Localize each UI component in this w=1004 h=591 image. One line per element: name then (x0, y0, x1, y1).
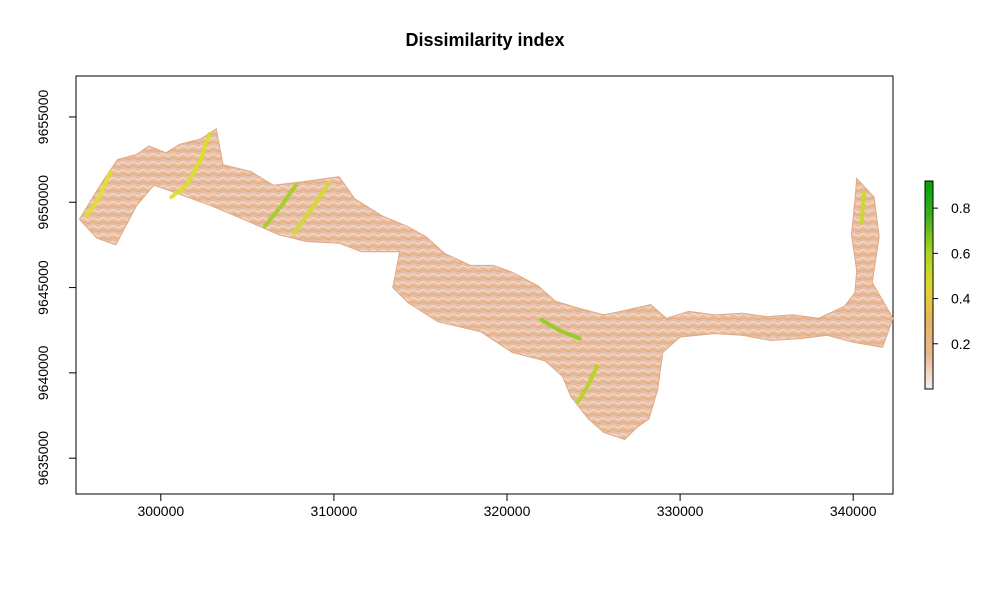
legend-tick-label: 0.6 (951, 245, 971, 261)
raster-footprint (78, 128, 894, 440)
legend-tick-label: 0.4 (951, 291, 971, 307)
high-dissimilarity-streak (859, 191, 866, 225)
legend-tick-label: 0.8 (951, 200, 971, 216)
y-tick-label: 9645000 (35, 260, 51, 315)
legend-ticks: 0.2 0.4 0.6 0.8 (933, 200, 971, 352)
high-dissimilarity-streak (84, 169, 113, 218)
x-axis: 300000 310000 320000 330000 340000 (137, 493, 877, 519)
x-tick-label: 310000 (311, 503, 358, 519)
x-tick-label: 300000 (137, 503, 184, 519)
high-dissimilarity-streak (169, 132, 212, 200)
x-tick-label: 340000 (830, 503, 877, 519)
high-dissimilarity-streak (292, 181, 331, 235)
high-dissimilarity-streak (262, 183, 298, 229)
y-tick-label: 9655000 (35, 89, 51, 144)
high-dissimilarity-streak (576, 364, 599, 404)
raster-layer (78, 128, 894, 440)
y-tick-label: 9635000 (35, 431, 51, 486)
chart-title: Dissimilarity index (405, 30, 564, 50)
legend-tick-label: 0.2 (951, 336, 971, 352)
high-dissimilarity-streak (539, 318, 582, 341)
y-tick-label: 9640000 (35, 345, 51, 400)
x-tick-label: 320000 (484, 503, 531, 519)
x-tick-label: 330000 (657, 503, 704, 519)
y-axis: 9635000 9640000 9645000 9650000 9655000 (35, 89, 77, 486)
y-tick-label: 9650000 (35, 175, 51, 230)
legend-color-bar (924, 180, 934, 390)
color-legend: 0.2 0.4 0.6 0.8 (924, 180, 971, 390)
